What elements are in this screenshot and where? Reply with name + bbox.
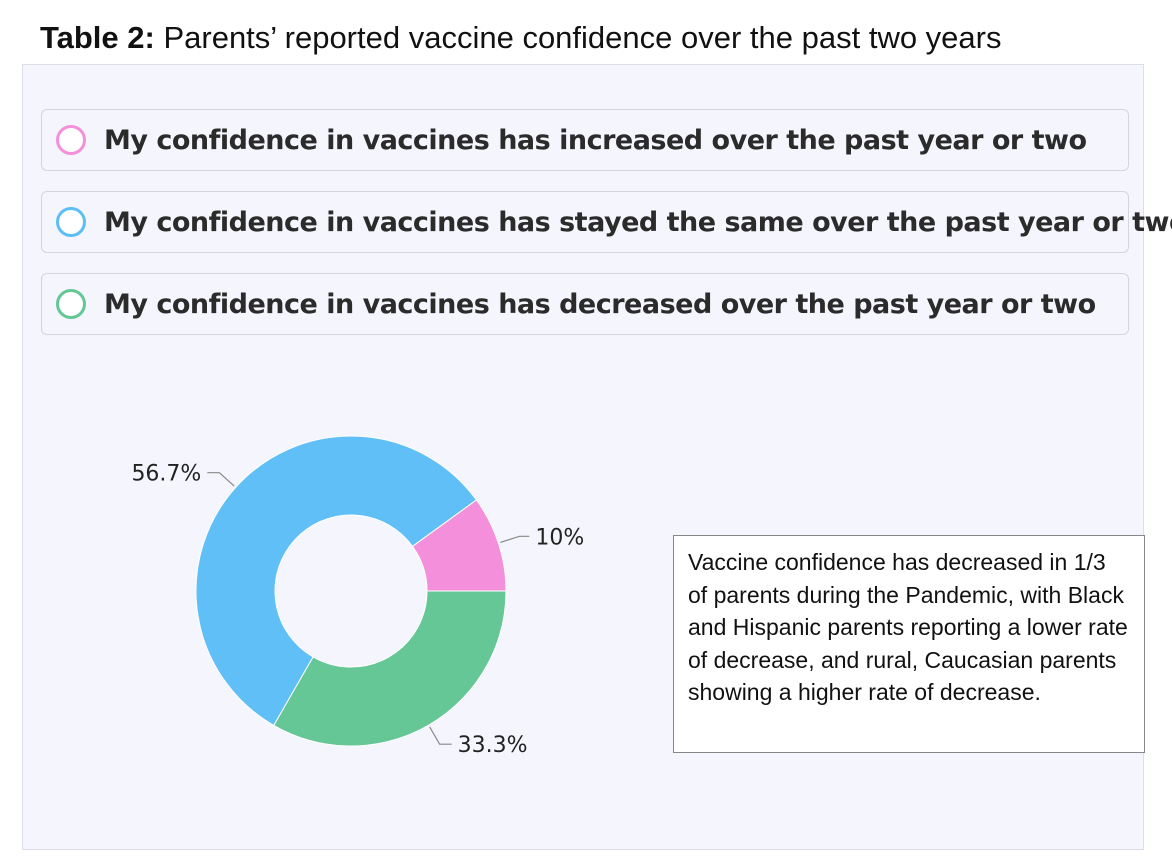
radio-circle-icon (56, 289, 86, 319)
legend-item-same[interactable]: My confidence in vaccines has stayed the… (41, 191, 1172, 253)
page-title: Table 2: Parents’ reported vaccine confi… (40, 18, 1002, 58)
legend-label: My confidence in vaccines has decreased … (104, 288, 1096, 320)
label-decreased: 33.3% (458, 733, 528, 758)
leader-line (207, 472, 235, 487)
slice-same (195, 435, 478, 727)
legend-item-increased[interactable]: My confidence in vaccines has increased … (41, 109, 1129, 171)
label-increased: 10% (535, 525, 584, 550)
legend-label: My confidence in vaccines has increased … (104, 124, 1087, 156)
radio-circle-icon (56, 207, 86, 237)
radio-circle-icon (56, 125, 86, 155)
title-text: Parents’ reported vaccine confidence ove… (154, 20, 1002, 55)
donut-chart: 10% 56.7% 33.3% (131, 435, 584, 758)
leader-line (500, 535, 530, 544)
label-same: 56.7% (131, 462, 201, 487)
legend-item-decreased[interactable]: My confidence in vaccines has decreased … (41, 273, 1129, 335)
leader-line (429, 726, 452, 745)
title-bold: Table 2: (40, 20, 155, 55)
summary-note: Vaccine confidence has decreased in 1/3 … (673, 535, 1145, 753)
slice-decreased (273, 590, 507, 747)
legend-label: My confidence in vaccines has stayed the… (104, 206, 1172, 238)
chart-panel: My confidence in vaccines has increased … (22, 64, 1172, 850)
